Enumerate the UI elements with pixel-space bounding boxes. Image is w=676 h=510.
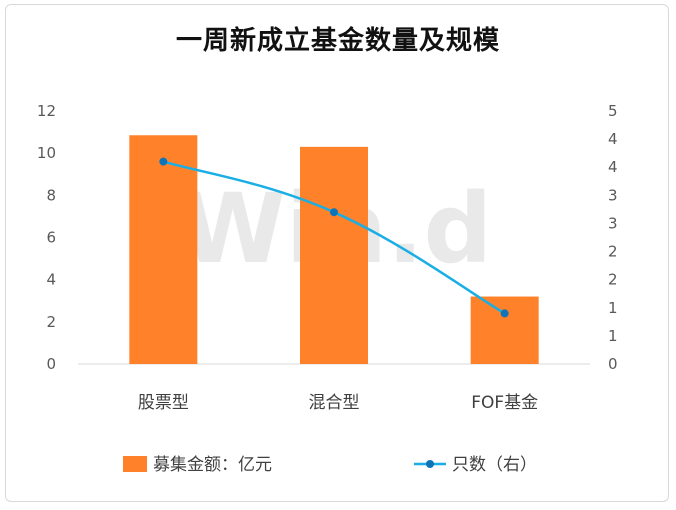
line-series [159,157,509,318]
line-point [330,208,338,217]
legend-label-line: 只数（右） [452,455,537,475]
legend: 募集金额：亿元 只数（右） [123,455,537,475]
left-tick-label: 2 [46,313,56,331]
category-label: 股票型 [138,393,189,413]
category-labels: 股票型 混合型 FOF基金 [138,393,538,413]
left-tick-label: 0 [46,355,56,373]
bar-series [129,135,539,364]
bar [129,135,198,364]
right-tick-label: 5 [608,102,618,120]
bar [470,296,539,364]
bar [300,146,368,364]
left-axis: 0 2 4 6 8 10 12 [37,102,56,373]
category-label: FOF基金 [471,393,538,413]
right-tick-label: 2 [608,243,618,261]
right-tick-label: 1 [608,299,618,317]
category-label: 混合型 [309,393,360,413]
right-tick-label: 1 [608,327,618,345]
left-tick-label: 10 [37,144,56,162]
right-tick-label: 4 [608,130,618,148]
legend-swatch-marker [426,460,434,468]
right-tick-label: 3 [608,186,618,204]
left-tick-label: 4 [46,271,56,289]
legend-label-bar: 募集金额：亿元 [153,455,272,475]
left-tick-label: 6 [46,229,56,247]
left-tick-label: 8 [46,186,56,204]
line-point [159,157,168,166]
right-tick-label: 4 [608,158,618,176]
right-tick-label: 3 [608,214,618,232]
line-point [500,309,509,318]
right-tick-label: 0 [608,355,618,373]
legend-swatch-bar [123,456,147,472]
right-tick-label: 2 [608,271,618,289]
chart-title: 一周新成立基金数量及规模 [175,26,500,56]
right-axis: 0 1 1 2 2 3 3 4 4 5 [608,102,618,373]
left-tick-label: 12 [37,102,56,120]
